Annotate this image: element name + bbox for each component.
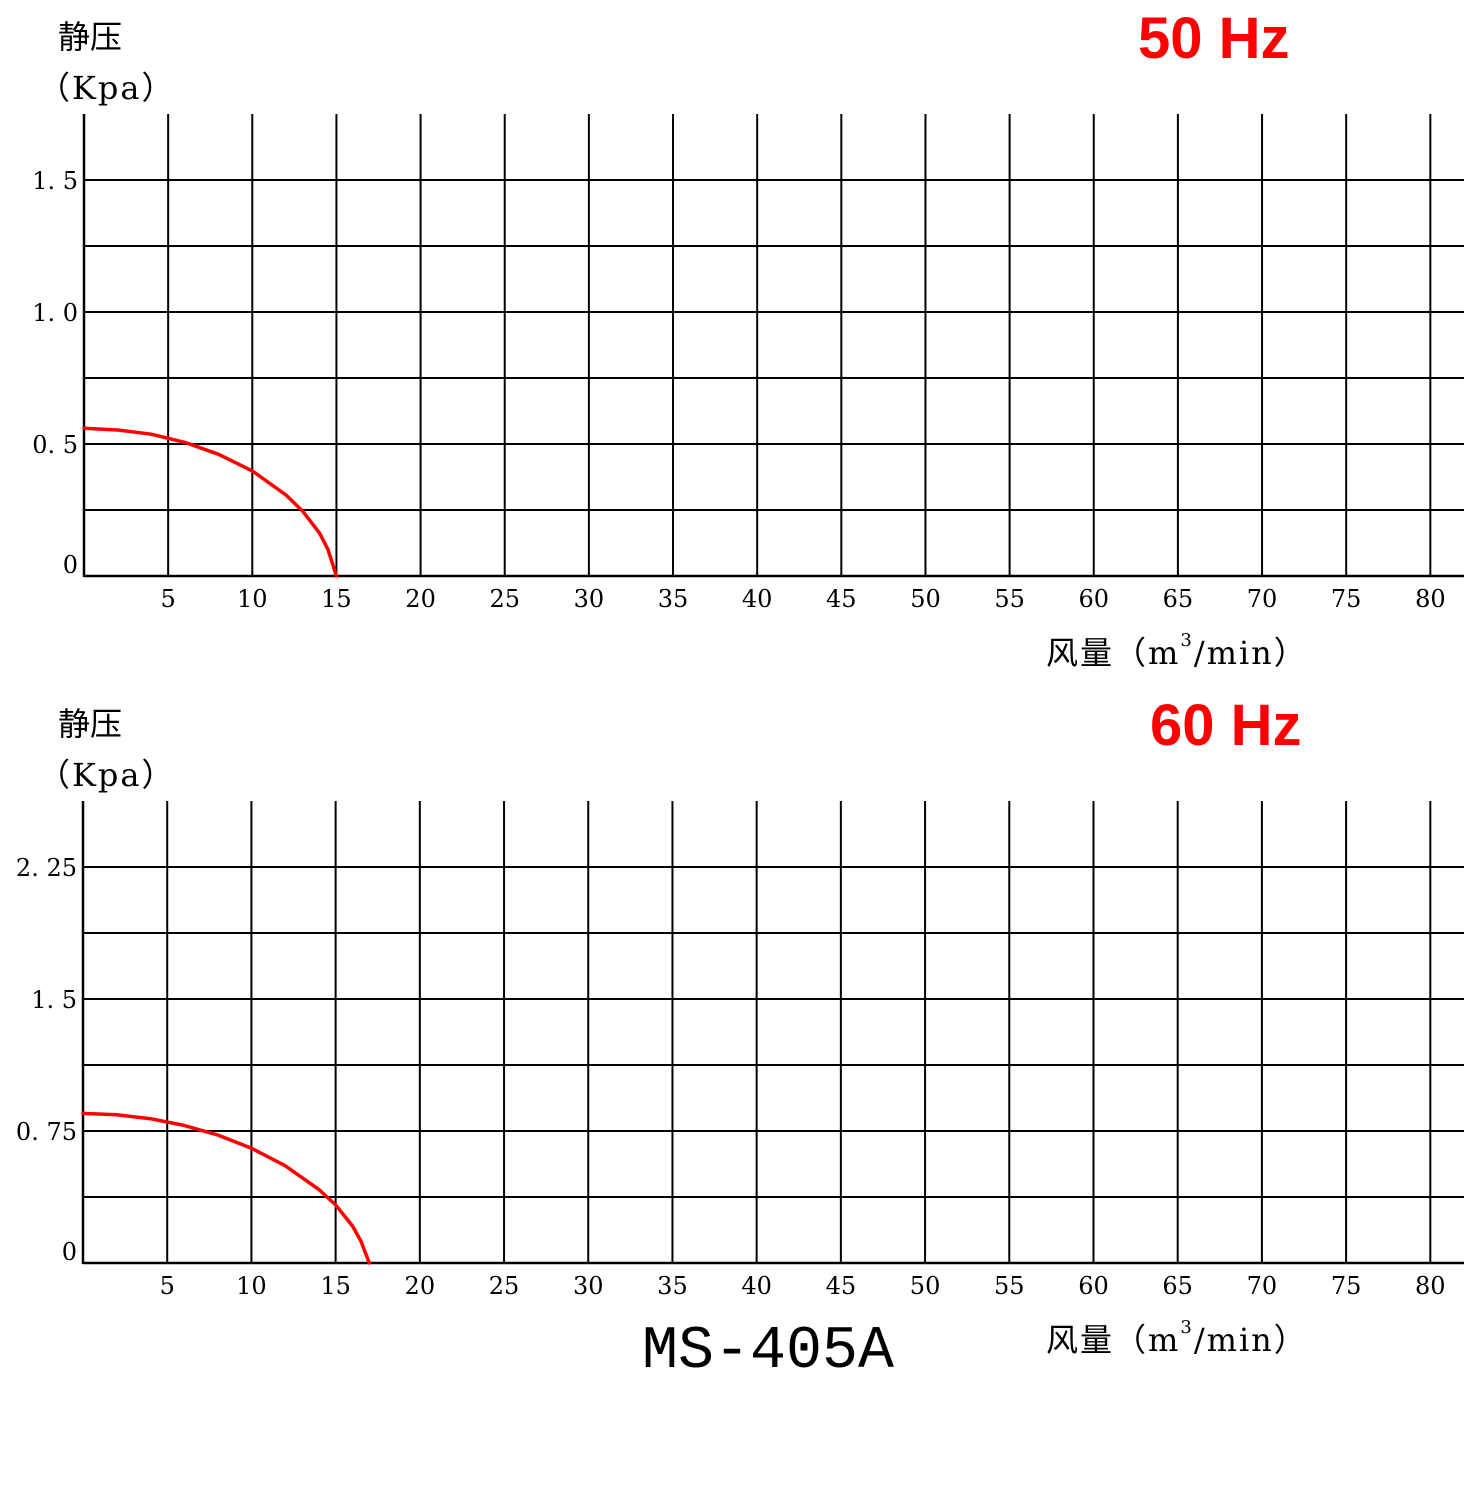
- chart2-xtick-label: 25: [489, 1272, 520, 1300]
- chart1-xtick-label: 5: [161, 585, 176, 613]
- chart2-xtick-label: 65: [1162, 1272, 1193, 1300]
- chart2-xtick-label: 80: [1415, 1272, 1446, 1300]
- chart1-xtick-label: 40: [742, 585, 773, 613]
- chart1-xtick-label: 45: [826, 585, 857, 613]
- chart1-xtick-label: 30: [574, 585, 605, 613]
- chart2-ytick-label: 0: [62, 1238, 77, 1266]
- chart1-xtick-label: 75: [1331, 585, 1362, 613]
- model-name: MS-405A: [642, 1318, 894, 1386]
- chart2-xtick-label: 60: [1078, 1272, 1109, 1300]
- chart1-xtick-label: 35: [658, 585, 689, 613]
- chart1-xlabel: 风量（m3/min）: [1046, 630, 1308, 672]
- chart2-xtick-label: 50: [910, 1272, 941, 1300]
- chart2-xlabel-sup: 3: [1180, 1317, 1193, 1338]
- chart1-xlabel-main: 风量（m: [1046, 634, 1180, 672]
- chart2-ylabel-unit: （Kpa）: [38, 756, 175, 794]
- chart2-xtick-label: 30: [573, 1272, 604, 1300]
- chart1-ytick-label: 1. 0: [32, 299, 78, 327]
- chart2-xtick-label: 20: [405, 1272, 436, 1300]
- chart1-xtick-label: 60: [1078, 585, 1109, 613]
- chart1-xtick-label: 70: [1247, 585, 1278, 613]
- chart1-xtick-label: 10: [237, 585, 268, 613]
- chart1-ylabel-unit: （Kpa）: [38, 69, 175, 107]
- chart1-series-line: [82, 426, 339, 578]
- chart2-series-line: [81, 1111, 372, 1265]
- chart1-xtick-label: 15: [321, 585, 352, 613]
- chart2-ylabel: 静压: [58, 705, 122, 743]
- chart2-xlabel-tail: /min）: [1194, 1321, 1308, 1359]
- chart2-xtick-label: 55: [994, 1272, 1025, 1300]
- chart2-xtick-label: 10: [236, 1272, 267, 1300]
- chart2-xtick-label: 40: [741, 1272, 772, 1300]
- chart1-ylabel: 静压: [58, 18, 122, 56]
- chart1-ytick-label: 0. 5: [32, 431, 78, 459]
- chart2-xtick-label: 15: [320, 1272, 351, 1300]
- chart2-ytick-label: 0. 75: [16, 1118, 77, 1146]
- chart1-ytick-label: 0: [63, 551, 78, 579]
- chart2-xtick-label: 45: [826, 1272, 857, 1300]
- chart2-xtick-label: 70: [1247, 1272, 1278, 1300]
- chart1-xlabel-sup: 3: [1180, 630, 1193, 651]
- chart2-xlabel: 风量（m3/min）: [1046, 1317, 1308, 1359]
- chart2-xtick-label: 5: [160, 1272, 175, 1300]
- chart1-xtick-label: 25: [489, 585, 520, 613]
- chart2-ytick-label: 2. 25: [16, 854, 77, 882]
- chart2-title: 60 Hz: [1150, 693, 1302, 758]
- chart1-xtick-label: 50: [910, 585, 941, 613]
- chart1-xtick-label: 55: [994, 585, 1025, 613]
- chart1-xtick-label: 65: [1163, 585, 1194, 613]
- chart1-xlabel-tail: /min）: [1194, 634, 1308, 672]
- chart1-ytick-label: 1. 5: [32, 167, 78, 195]
- chart2-xlabel-main: 风量（m: [1046, 1321, 1180, 1359]
- chart1-xtick-label: 20: [405, 585, 436, 613]
- chart1-title: 50 Hz: [1138, 6, 1290, 71]
- chart2-xtick-label: 35: [657, 1272, 688, 1300]
- chart2-ytick-label: 1. 5: [31, 986, 77, 1014]
- chart1-xtick-label: 80: [1415, 585, 1446, 613]
- chart2-xtick-label: 75: [1331, 1272, 1362, 1300]
